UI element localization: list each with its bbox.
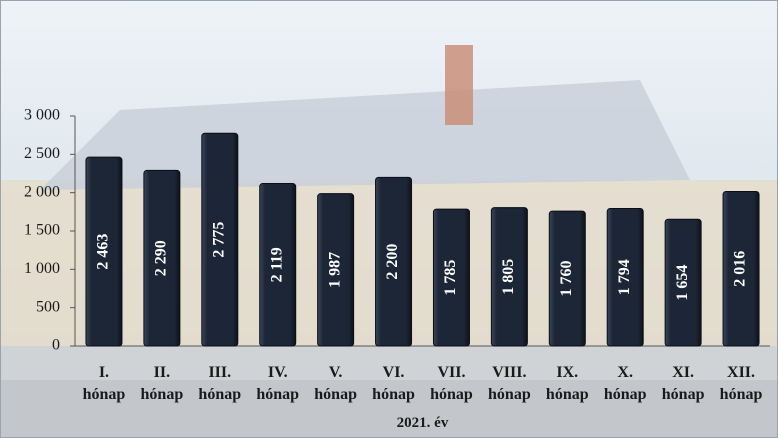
x-tick-label: VIII. hónap — [480, 362, 538, 406]
value-label: 1 805 — [500, 259, 517, 295]
value-label: 1 987 — [326, 252, 343, 288]
value-label: 2 775 — [210, 222, 227, 258]
x-tick-label: IX. hónap — [538, 362, 596, 406]
value-label: 1 785 — [442, 260, 459, 296]
x-tick-label: IV. hónap — [249, 362, 307, 406]
value-label: 2 463 — [95, 234, 112, 270]
y-tick-label: 500 — [36, 298, 60, 315]
value-label: 1 794 — [616, 259, 633, 295]
value-label: 2 290 — [153, 240, 170, 276]
value-label: 1 654 — [674, 265, 691, 301]
y-tick-label: 1 500 — [24, 222, 60, 239]
x-tick-label: I. hónap — [75, 362, 133, 406]
y-tick-label: 2 000 — [24, 183, 60, 200]
chart: 0 500 1 000 1 500 2 000 2 500 3 000 2 463 2 290 2… — [0, 0, 778, 438]
x-axis-title: 2021. év — [75, 415, 770, 432]
x-tick-label: XI. hónap — [654, 362, 712, 406]
x-tick-label: II. hónap — [133, 362, 191, 406]
x-tick-label: XII. hónap — [712, 362, 770, 406]
value-label: 2 119 — [268, 247, 285, 282]
y-tick-label: 1 000 — [24, 260, 60, 277]
value-label: 1 760 — [558, 261, 575, 297]
value-label: 2 016 — [732, 251, 749, 287]
x-tick-label: V. hónap — [307, 362, 365, 406]
y-tick-label: 0 — [52, 337, 60, 354]
value-label: 2 200 — [384, 244, 401, 280]
y-tick-label: 3 000 — [24, 107, 60, 124]
x-tick-label: VI. hónap — [365, 362, 423, 406]
x-tick-label: X. hónap — [596, 362, 654, 406]
y-tick-label: 2 500 — [24, 145, 60, 162]
x-tick-label: III. hónap — [191, 362, 249, 406]
x-tick-label: VII. hónap — [422, 362, 480, 406]
